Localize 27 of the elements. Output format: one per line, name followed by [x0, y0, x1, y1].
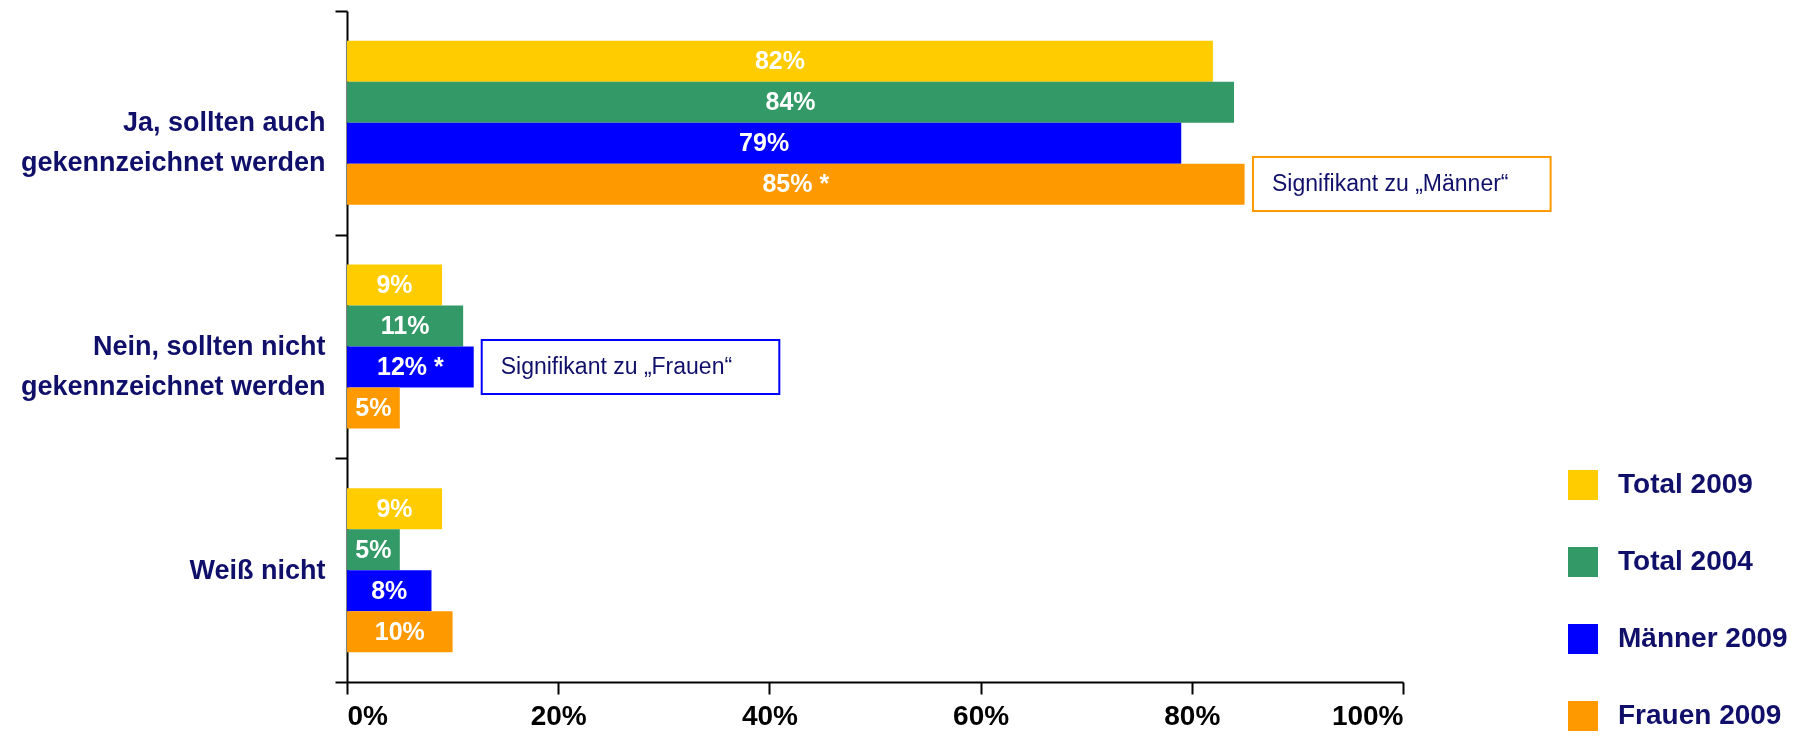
data-label: 12% * [377, 352, 444, 380]
data-label: 5% [355, 534, 392, 563]
x-tick-label: 80% [1164, 699, 1221, 731]
x-tick-label: 60% [953, 699, 1010, 731]
data-label: 84% [765, 87, 816, 116]
annotation: Signifikant zu „Frauen“ [500, 353, 733, 379]
legend-label: Männer 2009 [1618, 622, 1788, 653]
x-tick-label: 20% [530, 699, 587, 731]
data-label: 82% [754, 46, 805, 75]
data-label: 8% [371, 575, 408, 604]
x-tick-label: 40% [741, 699, 799, 731]
data-label: 11% [380, 311, 430, 339]
x-tick-label: 0% [347, 699, 389, 731]
data-label: 9% [376, 493, 413, 522]
y-tick-label: Nein, sollten nicht gekennzeichnet werden [20, 331, 326, 401]
data-label: 5% [355, 393, 392, 422]
legend-label: Total 2009 [1618, 468, 1753, 499]
annotation: Signifikant zu „Männer“ [1272, 170, 1509, 196]
data-label: 79% [739, 128, 790, 157]
x-tick-label: 100% [1331, 699, 1404, 731]
legend-label: Total 2004 [1618, 545, 1754, 576]
data-label: 9% [376, 269, 413, 298]
data-label: 85% * [762, 169, 830, 198]
y-tick-label: Weiß nicht [189, 554, 326, 585]
y-tick-label: Ja, sollten auch gekennzeichnet werden [20, 107, 326, 178]
data-label: 10% [374, 616, 425, 645]
legend-label: Frauen 2009 [1618, 699, 1782, 730]
